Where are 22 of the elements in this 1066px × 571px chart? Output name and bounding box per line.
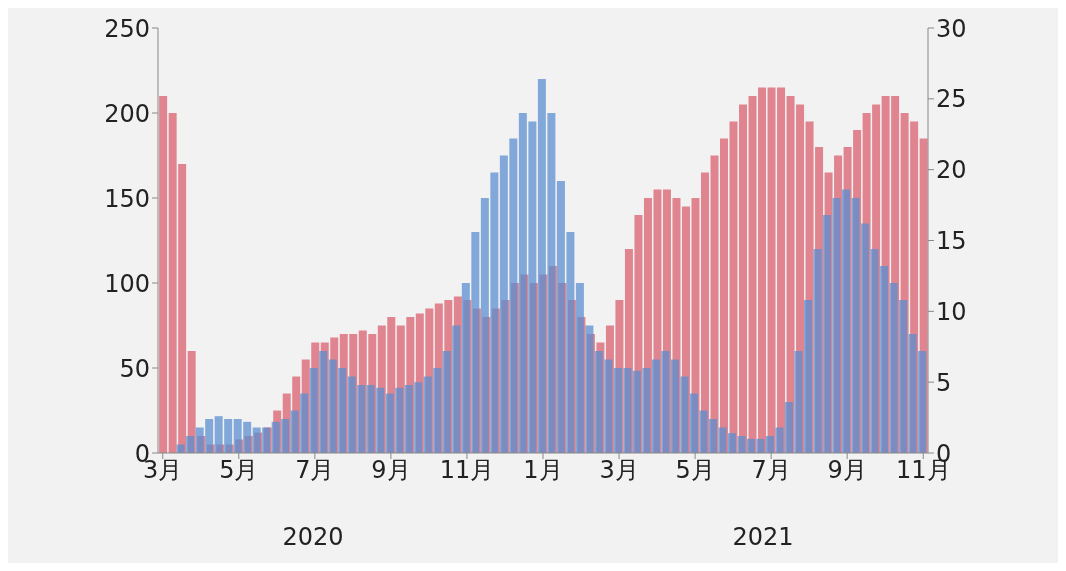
y2-tick-label: 20 [936,156,967,185]
y2-tick-label: 15 [936,227,967,256]
x-tick-label: 11月 [439,456,495,485]
y-tick-label: 100 [104,269,150,298]
text: 2020 [281,523,345,551]
x-tick-label: 7月 [295,456,335,485]
y2-tick-label: 5 [936,368,952,397]
x-tick-label: 5月 [675,456,715,485]
y-tick-label: 250 [104,14,150,43]
x-tick-label: 1月 [523,456,563,485]
text: 2021 [731,523,795,551]
x-tick-label: 5月 [219,456,259,485]
x-tick-label: 3月 [599,456,639,485]
y2-tick-label: 25 [936,85,967,114]
y2-tick-label: 30 [936,14,967,43]
y-tick-label: 200 [104,99,150,128]
x-tick-label: 9月 [371,456,411,485]
y-tick-label: 50 [119,354,150,383]
y-tick-label: 150 [104,184,150,213]
x-tick-label: 9月 [827,456,867,485]
x-tick-label: 7月 [751,456,791,485]
y2-tick-label: 10 [936,297,967,326]
